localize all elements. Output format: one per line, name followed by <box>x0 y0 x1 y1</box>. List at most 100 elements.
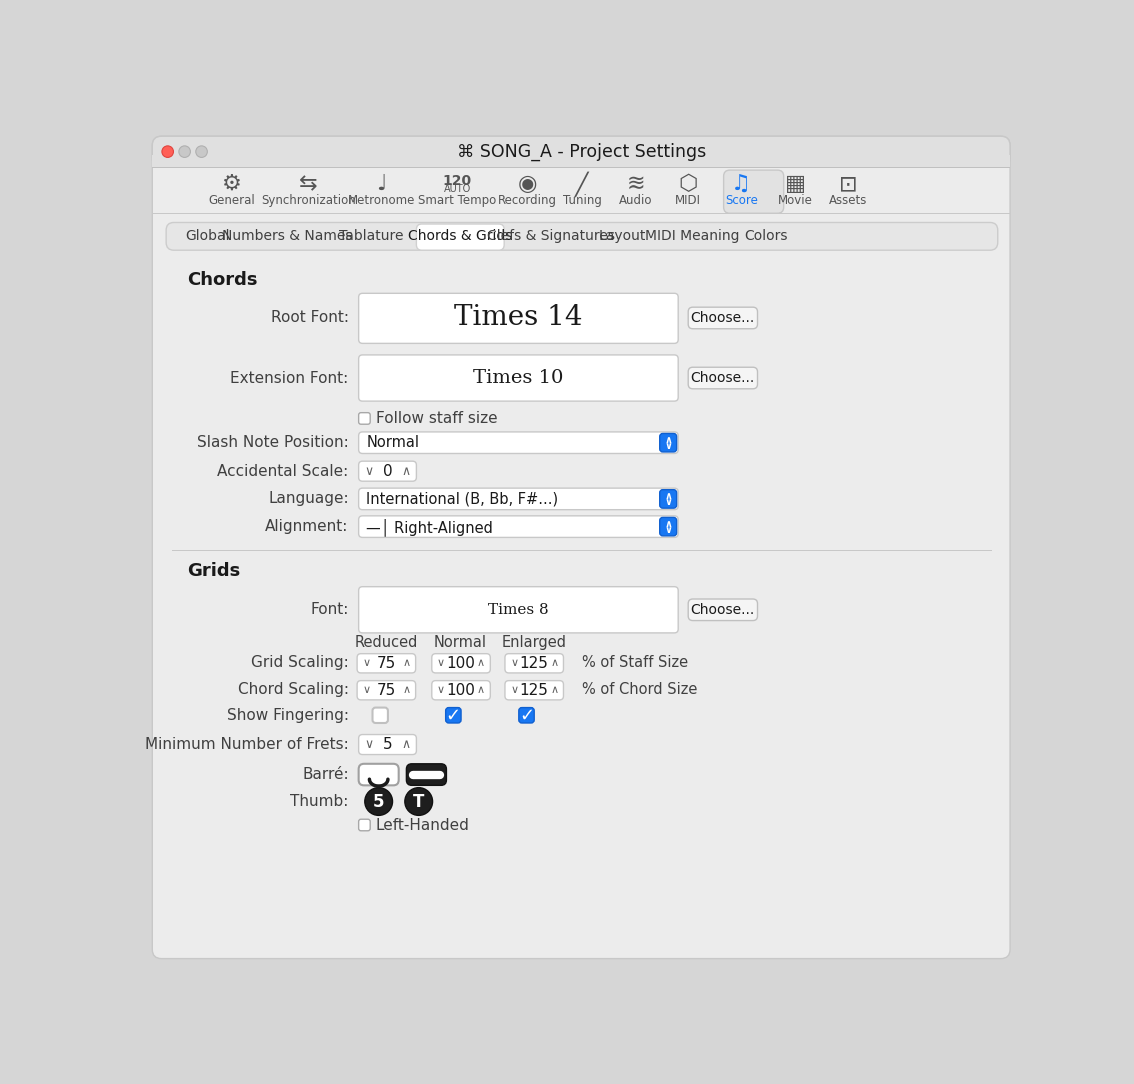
FancyBboxPatch shape <box>416 224 505 250</box>
Text: Times 10: Times 10 <box>473 369 564 387</box>
FancyBboxPatch shape <box>358 431 678 453</box>
Text: Smart Tempo: Smart Tempo <box>418 194 497 207</box>
FancyBboxPatch shape <box>358 764 399 785</box>
Text: ∧: ∧ <box>401 465 411 478</box>
Text: General: General <box>209 194 255 207</box>
Text: ∨: ∨ <box>437 658 446 669</box>
Text: ∧: ∧ <box>477 658 485 669</box>
Text: Recording: Recording <box>498 194 557 207</box>
Text: 100: 100 <box>447 683 475 698</box>
Text: 75: 75 <box>376 683 396 698</box>
Circle shape <box>162 146 174 157</box>
Text: Chord Scaling:: Chord Scaling: <box>238 682 348 697</box>
Text: 5: 5 <box>382 737 392 752</box>
Text: MIDI: MIDI <box>675 194 701 207</box>
FancyBboxPatch shape <box>152 137 1010 167</box>
Text: 125: 125 <box>519 683 549 698</box>
FancyBboxPatch shape <box>358 488 678 509</box>
Text: ⌘ SONG_A - Project Settings: ⌘ SONG_A - Project Settings <box>457 142 705 160</box>
FancyBboxPatch shape <box>432 654 490 673</box>
Text: 125: 125 <box>519 656 549 671</box>
Text: Tablature: Tablature <box>339 230 404 243</box>
FancyBboxPatch shape <box>660 434 677 452</box>
Text: Follow staff size: Follow staff size <box>375 411 497 426</box>
Text: ✓: ✓ <box>519 707 534 724</box>
Text: Slash Note Position:: Slash Note Position: <box>197 435 348 450</box>
Text: Accidental Scale:: Accidental Scale: <box>218 464 348 479</box>
Text: ∨: ∨ <box>510 685 518 695</box>
FancyBboxPatch shape <box>505 654 564 673</box>
Text: ◉: ◉ <box>517 173 538 194</box>
Text: ∧: ∧ <box>403 658 411 669</box>
FancyBboxPatch shape <box>688 599 758 620</box>
FancyBboxPatch shape <box>358 516 678 538</box>
Text: Global: Global <box>186 230 230 243</box>
Text: ∧: ∧ <box>550 658 558 669</box>
Text: ∧: ∧ <box>403 685 411 695</box>
Text: Movie: Movie <box>778 194 813 207</box>
Text: Font:: Font: <box>311 603 348 617</box>
Text: Choose...: Choose... <box>691 371 755 385</box>
Text: Clefs & Signatures: Clefs & Signatures <box>488 230 615 243</box>
Text: ∨: ∨ <box>364 738 373 751</box>
FancyBboxPatch shape <box>358 294 678 344</box>
FancyBboxPatch shape <box>446 708 462 723</box>
Text: ⊡: ⊡ <box>839 173 857 194</box>
Text: ∨: ∨ <box>665 441 672 451</box>
Text: Score: Score <box>725 194 758 207</box>
Text: ⇆: ⇆ <box>299 173 318 194</box>
Text: Assets: Assets <box>829 194 868 207</box>
FancyBboxPatch shape <box>358 735 416 754</box>
Text: AUTO: AUTO <box>443 184 471 194</box>
FancyBboxPatch shape <box>358 820 370 830</box>
Text: T: T <box>413 792 424 811</box>
Text: Choose...: Choose... <box>691 603 755 617</box>
Text: 120: 120 <box>442 173 472 188</box>
Text: ∨: ∨ <box>665 496 672 507</box>
Text: MIDI Meaning: MIDI Meaning <box>645 230 739 243</box>
Text: ∨: ∨ <box>362 658 371 669</box>
Circle shape <box>365 788 392 815</box>
Text: % of Chord Size: % of Chord Size <box>582 682 697 697</box>
Text: ∨: ∨ <box>362 685 371 695</box>
FancyBboxPatch shape <box>406 764 447 785</box>
Text: ♫: ♫ <box>731 173 752 194</box>
FancyBboxPatch shape <box>358 586 678 633</box>
Text: ∨: ∨ <box>364 465 373 478</box>
Text: Colors: Colors <box>744 230 788 243</box>
Text: Thumb:: Thumb: <box>290 793 348 809</box>
Text: Minimum Number of Frets:: Minimum Number of Frets: <box>145 737 348 752</box>
FancyBboxPatch shape <box>505 681 564 700</box>
Text: Reduced: Reduced <box>355 634 418 649</box>
Text: ∨: ∨ <box>437 685 446 695</box>
FancyBboxPatch shape <box>167 222 998 250</box>
Text: ╱: ╱ <box>575 171 589 197</box>
Text: Alignment:: Alignment: <box>265 519 348 534</box>
Text: Times 8: Times 8 <box>488 603 549 617</box>
Text: Choose...: Choose... <box>691 311 755 325</box>
Bar <box>152 155 1010 167</box>
Text: Show Fingering:: Show Fingering: <box>227 708 348 723</box>
Text: Synchronization: Synchronization <box>261 194 356 207</box>
Text: Language:: Language: <box>268 491 348 506</box>
Text: Grid Scaling:: Grid Scaling: <box>251 656 348 670</box>
Text: Tuning: Tuning <box>562 194 601 207</box>
FancyBboxPatch shape <box>660 517 677 535</box>
Circle shape <box>405 788 432 815</box>
Text: Extension Font:: Extension Font: <box>230 371 348 386</box>
Text: ∧: ∧ <box>665 435 672 444</box>
FancyBboxPatch shape <box>723 170 784 214</box>
Text: ∧: ∧ <box>550 685 558 695</box>
Text: Left-Handed: Left-Handed <box>375 817 469 833</box>
Text: Enlarged: Enlarged <box>501 634 567 649</box>
Text: Chords & Grids: Chords & Grids <box>408 230 513 243</box>
Text: Normal: Normal <box>434 634 486 649</box>
Text: Normal: Normal <box>366 435 420 450</box>
Text: Metronome: Metronome <box>348 194 415 207</box>
FancyBboxPatch shape <box>518 708 534 723</box>
Text: ⚙: ⚙ <box>221 173 242 194</box>
Text: ∧: ∧ <box>477 685 485 695</box>
Text: 5: 5 <box>373 792 384 811</box>
FancyBboxPatch shape <box>372 708 388 723</box>
Text: Layout: Layout <box>599 230 646 243</box>
